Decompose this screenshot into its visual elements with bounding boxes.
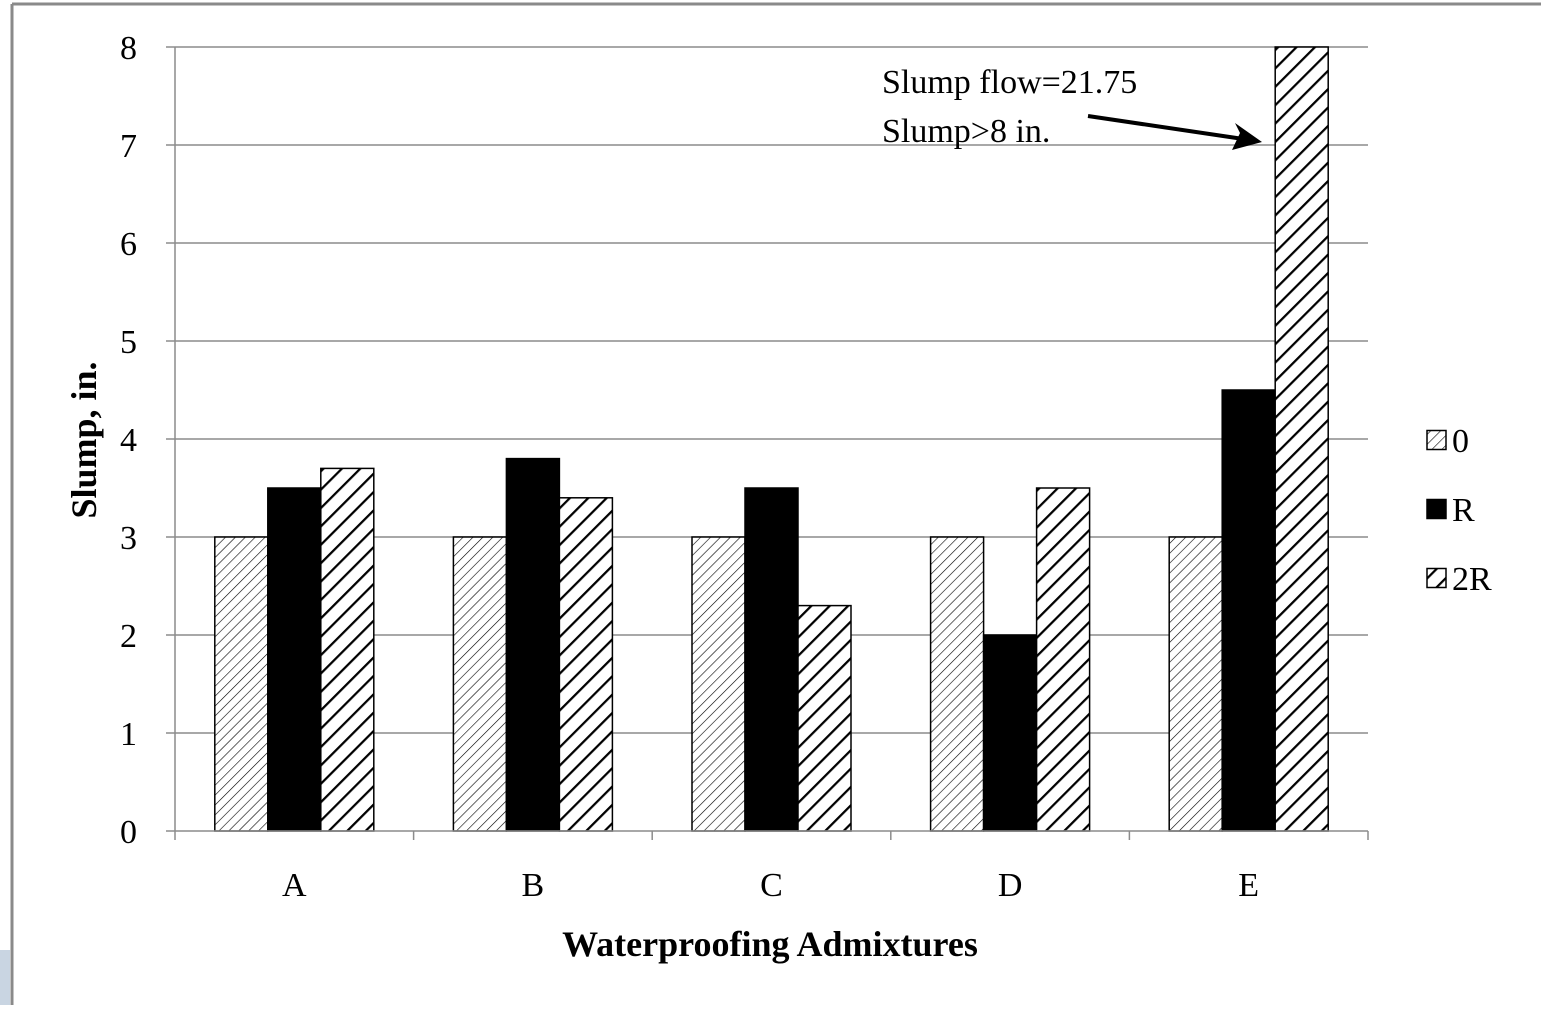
bar-A-2R	[320, 467, 375, 832]
annotation-arrowhead	[1232, 123, 1262, 150]
legend: 0 R 2R	[1426, 423, 1492, 598]
axes	[174, 47, 1368, 832]
legend-swatch-2R	[1426, 567, 1447, 589]
legend-swatch-R	[1426, 498, 1447, 520]
y-tick-label: 7	[120, 128, 137, 165]
bar-B-R	[505, 457, 561, 832]
y-tick-label: 4	[120, 422, 137, 459]
y-tick-label: 5	[120, 324, 137, 361]
x-tick-label: D	[998, 867, 1023, 904]
bar-B-2R	[558, 497, 614, 832]
legend-label-0: 0	[1452, 423, 1469, 460]
y-axis-ticks: 0 1 2 3 4 5 6 7 8	[120, 30, 175, 851]
bar-B-0	[452, 536, 508, 832]
x-tick-label: A	[282, 867, 307, 904]
y-tick-label: 0	[120, 814, 137, 851]
x-tick-label: C	[760, 867, 783, 904]
bar-D-0	[929, 536, 985, 832]
bar-D-2R	[1035, 487, 1091, 832]
x-axis-ticks: A B C D E	[174, 831, 1369, 904]
annotation: Slump flow=21.75 Slump>8 in.	[882, 64, 1262, 150]
y-tick-label: 3	[120, 520, 137, 557]
bar-A-0	[214, 536, 269, 832]
bar-A-R	[267, 487, 322, 832]
bar-C-2R	[797, 604, 852, 832]
bar-C-0	[691, 536, 746, 832]
x-tick-label: B	[522, 867, 545, 904]
y-tick-label: 6	[120, 226, 137, 263]
corner-accent	[0, 950, 10, 1005]
legend-label-R: R	[1452, 492, 1475, 529]
y-tick-label: 2	[120, 618, 137, 655]
bar-E-0	[1168, 536, 1223, 832]
x-axis-title: Waterproofing Admixtures	[562, 924, 978, 964]
bar-D-R	[982, 634, 1038, 832]
x-tick-label: E	[1238, 867, 1259, 904]
y-axis-title: Slump, in.	[64, 361, 104, 518]
annotation-line-2: Slump>8 in.	[882, 113, 1050, 150]
bar-E-2R	[1274, 46, 1329, 832]
y-tick-label: 1	[120, 716, 137, 753]
bar-C-R	[744, 487, 799, 832]
bar-E-R	[1221, 389, 1276, 832]
annotation-line-1: Slump flow=21.75	[882, 64, 1137, 101]
legend-label-2R: 2R	[1452, 561, 1492, 598]
legend-swatch-0	[1426, 429, 1447, 451]
annotation-arrow-line	[1087, 114, 1251, 142]
y-tick-label: 8	[120, 30, 137, 67]
bars	[214, 46, 1329, 832]
